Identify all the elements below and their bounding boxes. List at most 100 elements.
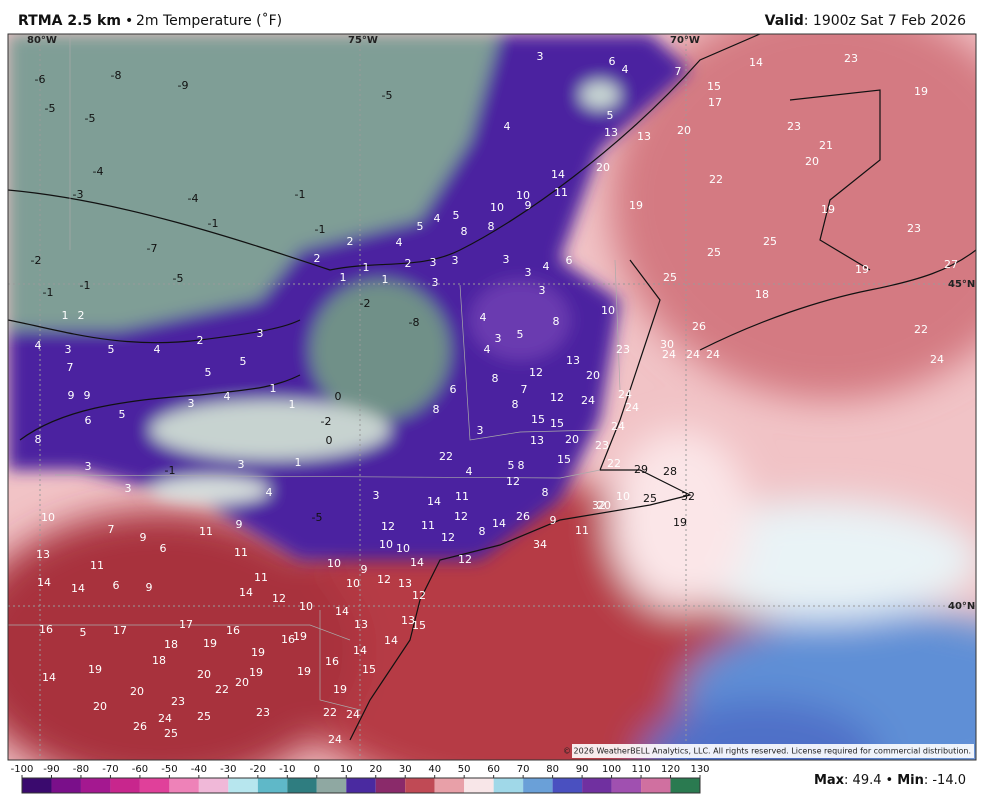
station-value: 15 bbox=[707, 80, 721, 93]
station-value: -5 bbox=[45, 102, 56, 115]
station-value: 9 bbox=[146, 581, 153, 594]
colorbar: -100 -90 -80 -70 -60 -50 -40 -30 -20 -10 0 10 20 30 40… bbox=[11, 764, 710, 793]
station-value: 7 bbox=[108, 523, 115, 536]
station-value: 6 bbox=[566, 254, 573, 267]
station-value: 7 bbox=[67, 361, 74, 374]
colorbar-tick-label: -30 bbox=[220, 764, 236, 775]
station-value: 16 bbox=[39, 623, 53, 636]
station-value: 19 bbox=[249, 666, 263, 679]
colorbar-segment bbox=[110, 778, 140, 793]
station-value: 8 bbox=[433, 403, 440, 416]
station-value: 25 bbox=[707, 246, 721, 259]
station-value: 10 bbox=[299, 600, 313, 613]
station-value: 14 bbox=[353, 644, 367, 657]
station-value: 22 bbox=[323, 706, 337, 719]
station-value: 0 bbox=[326, 434, 333, 447]
colorbar-segment bbox=[80, 778, 111, 793]
valid-time: : 1900z Sat 7 Feb 2026 bbox=[804, 13, 966, 29]
station-value: 17 bbox=[113, 624, 127, 637]
station-value: 10 bbox=[616, 490, 630, 503]
colorbar-segment bbox=[582, 778, 612, 793]
station-value: 19 bbox=[673, 516, 687, 529]
colorbar-tick-label: -10 bbox=[279, 764, 295, 775]
station-value: 5 bbox=[108, 343, 115, 356]
station-value: 14 bbox=[427, 495, 441, 508]
colorbar-frame bbox=[21, 777, 701, 794]
station-value: 13 bbox=[36, 548, 50, 561]
station-value: 13 bbox=[398, 577, 412, 590]
station-value: 11 bbox=[90, 559, 104, 572]
colorbar-segment bbox=[552, 778, 583, 793]
station-value: -2 bbox=[31, 254, 42, 267]
colorbar-segment bbox=[22, 778, 52, 793]
station-value: 26 bbox=[133, 720, 147, 733]
station-value: 3 bbox=[432, 276, 439, 289]
station-value: 20 bbox=[130, 685, 144, 698]
station-value: 3 bbox=[238, 458, 245, 471]
colorbar-segment bbox=[287, 778, 317, 793]
colorbar-segment bbox=[169, 778, 199, 793]
station-value: 6 bbox=[160, 542, 167, 555]
station-value: -4 bbox=[188, 192, 199, 205]
colorbar-tick-label: 70 bbox=[517, 764, 530, 775]
station-value: -6 bbox=[35, 73, 46, 86]
station-value: 3 bbox=[503, 253, 510, 266]
station-value: 25 bbox=[197, 710, 211, 723]
station-value: 24 bbox=[158, 712, 172, 725]
station-value: 20 bbox=[93, 700, 107, 713]
station-value: 8 bbox=[512, 398, 519, 411]
colorbar-segment bbox=[257, 778, 288, 793]
station-value: 1 bbox=[340, 271, 347, 284]
station-value: 15 bbox=[557, 453, 571, 466]
station-value: 11 bbox=[199, 525, 213, 538]
colorbar-tick-label: 90 bbox=[576, 764, 589, 775]
station-value: 13 bbox=[530, 434, 544, 447]
station-value: 5 bbox=[517, 328, 524, 341]
station-value: 3 bbox=[539, 284, 546, 297]
station-value: 9 bbox=[525, 199, 532, 212]
station-value: 20 bbox=[596, 161, 610, 174]
station-value: 3 bbox=[430, 256, 437, 269]
valid: Valid: 1900z Sat 7 Feb 2026 bbox=[765, 13, 966, 29]
station-value: 19 bbox=[251, 646, 265, 659]
station-value: -1 bbox=[315, 223, 326, 236]
station-value: 1 bbox=[382, 273, 389, 286]
station-value: 20 bbox=[197, 668, 211, 681]
station-value: 13 bbox=[637, 130, 651, 143]
station-value: 3 bbox=[85, 460, 92, 473]
station-value: 25 bbox=[643, 492, 657, 505]
station-value: 4 bbox=[504, 120, 511, 133]
max-value: : 49.4 bbox=[844, 773, 881, 788]
colorbar-segment bbox=[139, 778, 170, 793]
station-value: -5 bbox=[173, 272, 184, 285]
station-value: 19 bbox=[914, 85, 928, 98]
colorbar-tick-label: 50 bbox=[458, 764, 471, 775]
station-value: 19 bbox=[821, 203, 835, 216]
station-value: -2 bbox=[360, 297, 371, 310]
min-label: Min bbox=[897, 773, 924, 788]
colorbar-segment bbox=[523, 778, 553, 793]
station-value: 14 bbox=[71, 582, 85, 595]
station-value: 1 bbox=[270, 382, 277, 395]
station-value: 12 bbox=[381, 520, 395, 533]
station-value: 2 bbox=[197, 334, 204, 347]
station-value: 25 bbox=[763, 235, 777, 248]
station-value: -4 bbox=[93, 165, 104, 178]
station-value: 3 bbox=[477, 424, 484, 437]
station-value: 20 bbox=[565, 433, 579, 446]
colorbar-tick-label: -40 bbox=[191, 764, 207, 775]
colorbar-tick-label: -20 bbox=[250, 764, 266, 775]
station-value: 8 bbox=[35, 433, 42, 446]
station-value: 15 bbox=[550, 417, 564, 430]
station-value: 22 bbox=[709, 173, 723, 186]
station-value: 3 bbox=[452, 254, 459, 267]
station-value: 3 bbox=[257, 327, 264, 340]
station-value: 34 bbox=[533, 538, 547, 551]
station-value: 12 bbox=[454, 510, 468, 523]
colorbar-tick-label: 80 bbox=[546, 764, 559, 775]
station-value: 3 bbox=[525, 266, 532, 279]
station-value: 4 bbox=[266, 486, 273, 499]
valid-label: Valid bbox=[765, 13, 804, 29]
station-value: 20 bbox=[586, 369, 600, 382]
